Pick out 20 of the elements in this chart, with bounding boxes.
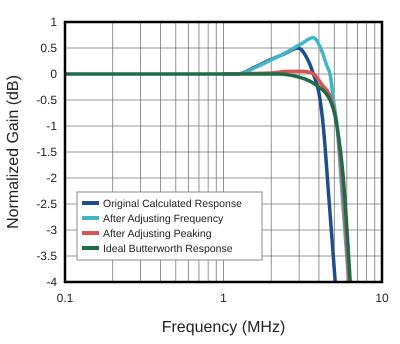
x-tick-label: 0.1 [56, 291, 74, 305]
y-tick-label: -1 [46, 119, 58, 133]
x-axis-title: Frequency (MHz) [162, 319, 286, 336]
legend-label: After Adjusting Frequency [103, 213, 224, 225]
y-tick-label: -3.5 [36, 249, 58, 263]
y-tick-label: -4 [46, 275, 58, 289]
legend-label: After Adjusting Peaking [103, 228, 212, 240]
x-tick-label: 10 [375, 291, 389, 305]
legend-label: Original Calculated Response [103, 198, 242, 210]
y-tick-label: 0.5 [40, 41, 58, 55]
x-tick-label: 1 [220, 291, 228, 305]
y-tick-label: -3 [46, 223, 58, 237]
y-tick-label: -2.5 [36, 197, 58, 211]
y-tick-label: -1.5 [36, 145, 58, 159]
y-tick-label: 0 [50, 67, 58, 81]
y-axis-title: Normalized Gain (dB) [5, 75, 22, 229]
y-tick-label: -2 [46, 171, 58, 185]
legend-label: Ideal Butterworth Response [103, 243, 233, 255]
y-tick-label: -0.5 [36, 93, 58, 107]
y-tick-label: 1 [50, 15, 58, 29]
